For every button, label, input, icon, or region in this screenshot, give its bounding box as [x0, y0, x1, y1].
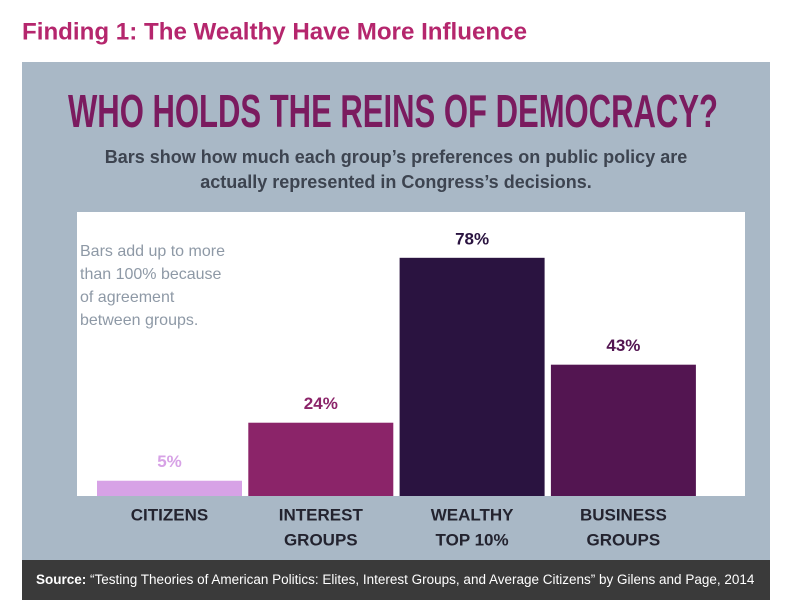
value-label: 78%: [455, 229, 489, 248]
bar: [248, 422, 394, 496]
annotation: between groups.: [80, 312, 198, 329]
value-label: 24%: [304, 394, 338, 413]
annotation: than 100% because: [80, 266, 222, 283]
x-tick-label: CITIZENS: [131, 505, 208, 524]
x-tick-label: GROUPS: [587, 530, 661, 549]
x-tick-label: WEALTHY: [431, 505, 514, 524]
subtitle: Bars show how much each group’s preferen…: [105, 147, 687, 167]
source-text: “Testing Theories of American Politics: …: [90, 572, 755, 587]
x-tick-label: BUSINESS: [580, 505, 667, 524]
value-label: 5%: [157, 452, 182, 471]
header: Finding 1: The Wealthy Have More Influen…: [22, 18, 527, 45]
subtitle: actually represented in Congress’s decis…: [200, 172, 591, 192]
source: Source: “Testing Theories of American Po…: [36, 572, 755, 587]
x-tick-label: TOP 10%: [436, 530, 509, 549]
bar: [97, 480, 242, 496]
source-bar: [22, 560, 770, 600]
bar: [550, 364, 696, 496]
chart-title: WHO HOLDS THE REINS OF DEMOCRACY?: [68, 85, 718, 137]
source-label: Source:: [36, 572, 86, 587]
annotation: of agreement: [80, 289, 175, 306]
bar: [399, 257, 545, 496]
x-tick-label: INTEREST: [279, 505, 364, 524]
annotation: Bars add up to more: [80, 243, 225, 260]
x-tick-label: GROUPS: [284, 530, 358, 549]
value-label: 43%: [606, 336, 640, 355]
